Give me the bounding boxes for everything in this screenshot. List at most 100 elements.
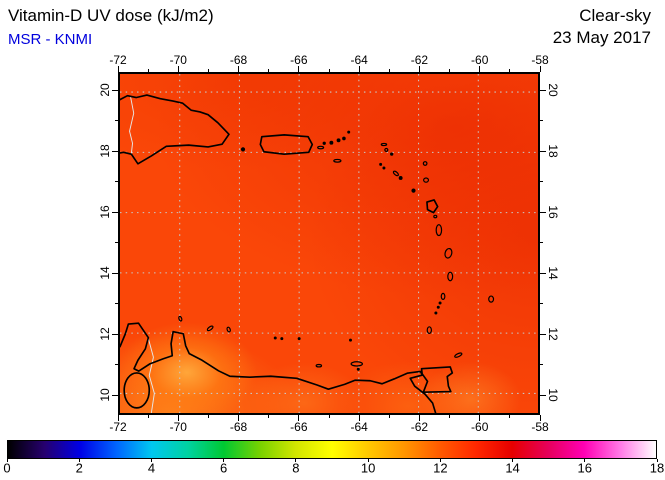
tick-mark — [540, 333, 546, 335]
island-outline — [434, 311, 438, 315]
coastline-hispaniola — [120, 94, 230, 165]
y-tick-label-right: 18 — [546, 144, 560, 158]
y-tick-label-left: 18 — [98, 144, 112, 158]
map-plot-area — [118, 72, 540, 415]
island-outline — [356, 367, 360, 371]
minor-tick-mark — [449, 415, 451, 418]
minor-tick-mark — [509, 415, 511, 418]
island-outline — [380, 142, 388, 147]
uv-dose-color-field — [120, 74, 538, 413]
island-outline — [379, 162, 383, 166]
colorbar-tick-label: 4 — [147, 460, 156, 476]
island-outline — [349, 338, 352, 342]
border-hispaniola — [129, 96, 135, 154]
minor-tick-mark — [540, 303, 543, 305]
island-outline — [436, 305, 440, 309]
colorbar-tick-mark — [295, 459, 297, 462]
colorbar-tick-mark — [584, 459, 586, 462]
island-outline — [280, 337, 284, 341]
y-tick-label-right: 12 — [546, 327, 560, 341]
colorbar-tick-mark — [150, 459, 152, 462]
island-outline — [342, 136, 346, 141]
grid-lines — [120, 74, 538, 413]
tick-mark — [540, 211, 546, 213]
x-tick-label-top: -66 — [290, 53, 308, 67]
lake-maracaibo-outline — [123, 372, 151, 409]
x-tick-label-bottom: -64 — [350, 420, 368, 434]
island-outline — [240, 147, 246, 152]
tick-mark — [358, 415, 360, 421]
island-outline — [384, 147, 389, 153]
figure-title: Vitamin-D UV dose (kJ/m2) — [8, 6, 214, 25]
island-outline — [440, 292, 446, 301]
island-outline — [317, 145, 325, 150]
island-outline — [206, 325, 214, 332]
colorbar-tick-label: 6 — [220, 460, 228, 476]
island-outline — [422, 161, 428, 166]
minor-tick-mark — [540, 120, 543, 122]
colorbar-tick-label: 0 — [3, 460, 11, 476]
island-outline — [433, 214, 438, 219]
coastline-puerto-rico — [259, 134, 314, 155]
minor-tick-mark — [328, 415, 330, 418]
y-tick-label-right: 10 — [546, 388, 560, 402]
island-outline — [435, 224, 443, 237]
island-outline — [447, 271, 454, 282]
y-tick-label-right: 16 — [546, 205, 560, 219]
tick-mark — [238, 415, 240, 421]
map-overlay — [120, 74, 538, 413]
tick-mark — [479, 415, 481, 421]
island-outline — [438, 301, 442, 305]
colorbar-tick-mark — [223, 459, 225, 462]
island-outline — [329, 140, 334, 145]
colorbar-tick-mark — [656, 459, 658, 462]
island-outline — [226, 326, 231, 333]
tick-mark — [540, 150, 546, 152]
tick-mark — [418, 415, 420, 421]
island-outline — [398, 176, 403, 180]
x-tick-label-bottom: -62 — [410, 420, 429, 434]
sky-condition-label: Clear-sky — [579, 6, 651, 25]
island-outline — [488, 295, 495, 303]
minor-tick-mark — [540, 181, 543, 183]
tick-mark — [298, 415, 300, 421]
coastline-guadeloupe — [426, 199, 439, 214]
x-tick-label-top: -62 — [410, 53, 429, 67]
antilles-islands — [178, 130, 495, 371]
x-tick-label-top: -60 — [471, 53, 489, 67]
colorbar-tick-mark — [78, 459, 80, 462]
island-outline — [273, 336, 277, 340]
x-tick-label-top: -58 — [531, 53, 549, 67]
island-outline — [423, 177, 430, 183]
coastline-trinidad — [420, 366, 454, 394]
tick-mark — [540, 394, 546, 396]
colorbar-tick-mark — [512, 459, 514, 462]
colorbar-tick-mark — [367, 459, 369, 462]
island-outline — [350, 361, 364, 367]
y-tick-label-left: 20 — [98, 83, 112, 97]
colorbar-tick-label: 18 — [649, 460, 665, 476]
data-source-label: MSR - KNMI — [8, 31, 93, 48]
island-outline — [297, 337, 301, 341]
x-tick-label-top: -72 — [109, 53, 127, 67]
tick-mark — [117, 415, 119, 421]
x-tick-label-top: -64 — [350, 53, 368, 67]
island-outline — [333, 158, 342, 163]
colorbar-tick-mark — [439, 459, 441, 462]
border-colombia-venezuela — [147, 338, 155, 413]
y-tick-label-right: 20 — [546, 83, 560, 97]
island-outline — [454, 352, 463, 358]
island-outline — [426, 326, 433, 335]
x-tick-label-bottom: -66 — [290, 420, 308, 434]
x-tick-label-bottom: -60 — [471, 420, 489, 434]
y-tick-label-left: 12 — [98, 327, 112, 341]
x-tick-label-bottom: -70 — [169, 420, 187, 434]
x-tick-label-bottom: -68 — [229, 420, 248, 434]
island-outline — [411, 188, 416, 193]
colorbar-tick-label: 2 — [75, 460, 83, 476]
tick-mark — [540, 272, 546, 274]
y-tick-label-left: 10 — [98, 388, 112, 402]
island-outline — [382, 166, 386, 170]
colorbar-tick-label: 12 — [433, 460, 448, 476]
island-outline — [315, 363, 323, 368]
